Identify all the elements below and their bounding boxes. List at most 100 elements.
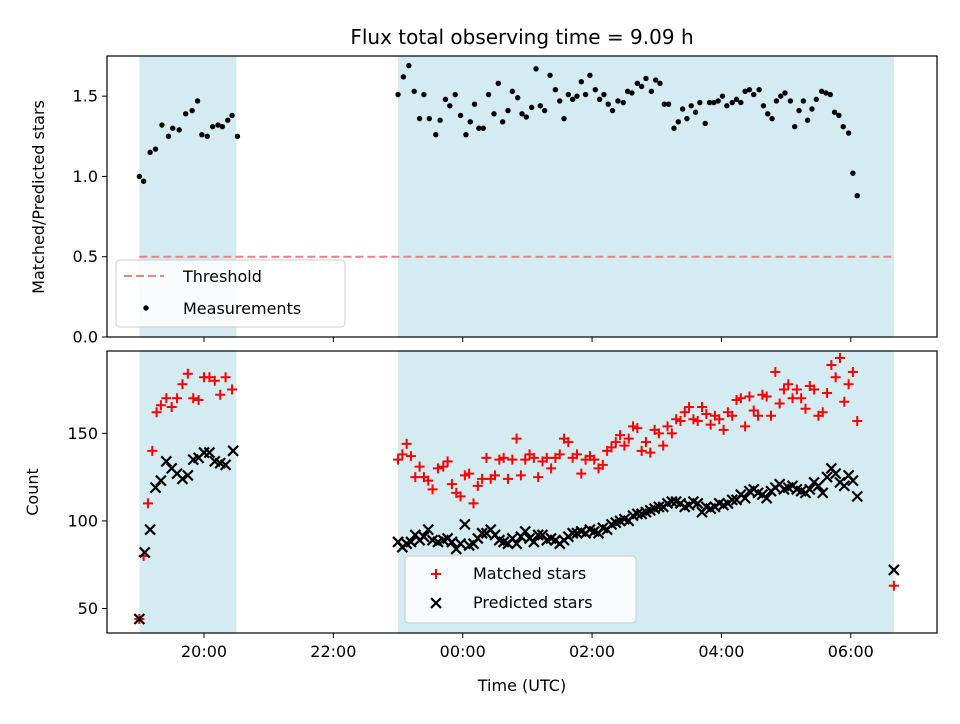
- data-point: [850, 170, 856, 176]
- data-point: [702, 120, 708, 127]
- data-point: [400, 74, 407, 80]
- data-point: [852, 416, 863, 427]
- data-point: [816, 487, 829, 499]
- y-tick-label: 0.5: [73, 247, 98, 266]
- data-point: [481, 452, 492, 463]
- data-point: [421, 91, 427, 98]
- data-point: [840, 123, 846, 130]
- data-point: [136, 173, 143, 180]
- data-point: [589, 454, 600, 465]
- data-point: [541, 452, 552, 463]
- data-point: [587, 72, 593, 78]
- data-point: [751, 91, 757, 98]
- data-point: [888, 564, 900, 576]
- data-point: [188, 393, 199, 404]
- data-point: [609, 107, 616, 114]
- data-point: [671, 125, 677, 131]
- data-point: [661, 101, 667, 107]
- data-point: [138, 546, 151, 559]
- data-point: [684, 115, 690, 122]
- data-point: [809, 384, 820, 395]
- data-point: [675, 416, 686, 427]
- data-point: [499, 119, 506, 125]
- data-point: [582, 91, 589, 98]
- data-point: [172, 393, 183, 404]
- data-point: [554, 449, 565, 460]
- x-tick-label: 22:00: [310, 642, 356, 661]
- data-point: [753, 410, 764, 421]
- data-point: [817, 407, 828, 418]
- data-point: [467, 119, 473, 125]
- data-point: [533, 472, 544, 483]
- data-point: [610, 437, 621, 448]
- data-point: [619, 440, 630, 451]
- data-point: [203, 446, 216, 459]
- data-point: [719, 93, 726, 99]
- data-point: [442, 456, 453, 467]
- data-point: [692, 416, 703, 427]
- data-point: [452, 91, 458, 98]
- data-point: [769, 115, 775, 122]
- data-point: [697, 99, 703, 106]
- legend-box: [404, 555, 637, 624]
- data-point: [652, 77, 659, 83]
- data-point: [422, 523, 434, 536]
- data-point: [724, 103, 730, 109]
- data-point: [155, 474, 167, 487]
- data-point: [839, 396, 850, 407]
- data-point: [519, 111, 525, 117]
- data-point: [152, 146, 159, 152]
- series-predicted-stars: [133, 445, 900, 625]
- x-tick-label: 20:00: [181, 642, 227, 661]
- bottom-y-axis-label: Count: [23, 468, 42, 516]
- data-point: [715, 98, 721, 104]
- data-point: [533, 66, 539, 72]
- data-point: [405, 536, 417, 548]
- data-point: [165, 133, 172, 139]
- data-point: [423, 475, 434, 486]
- data-point: [701, 409, 712, 420]
- data-point: [147, 149, 153, 156]
- y-tick-label: 1.5: [73, 87, 98, 106]
- data-point: [532, 529, 544, 541]
- data-point: [675, 119, 681, 125]
- data-point: [491, 111, 497, 117]
- data-point: [662, 421, 673, 432]
- data-point: [666, 428, 677, 439]
- data-point: [505, 107, 511, 114]
- data-point: [507, 454, 518, 465]
- data-point: [742, 88, 748, 95]
- data-point: [528, 536, 540, 548]
- data-point: [485, 91, 492, 98]
- data-point: [765, 111, 771, 117]
- data-point: [442, 96, 449, 103]
- data-point: [557, 98, 563, 104]
- data-point: [418, 530, 430, 543]
- data-point: [605, 101, 611, 107]
- data-point: [509, 88, 515, 95]
- data-point: [155, 400, 166, 411]
- data-point: [845, 130, 852, 136]
- data-point: [495, 80, 501, 86]
- data-point: [519, 525, 532, 538]
- data-point: [684, 402, 695, 413]
- data-point: [818, 88, 825, 95]
- data-point: [812, 480, 825, 492]
- data-point: [733, 96, 740, 103]
- data-point: [219, 123, 226, 130]
- data-point: [638, 83, 645, 90]
- data-point: [455, 491, 466, 502]
- data-point: [204, 133, 210, 139]
- data-point: [446, 479, 457, 490]
- data-point: [748, 405, 759, 416]
- data-point: [537, 103, 544, 109]
- data-point: [547, 72, 553, 78]
- data-point: [523, 114, 530, 120]
- data-point: [727, 410, 738, 421]
- data-point: [596, 96, 603, 103]
- data-point: [229, 112, 235, 119]
- x-tick-label: 06:00: [828, 642, 874, 661]
- data-point: [782, 90, 788, 96]
- y-tick-label: 150: [67, 424, 98, 443]
